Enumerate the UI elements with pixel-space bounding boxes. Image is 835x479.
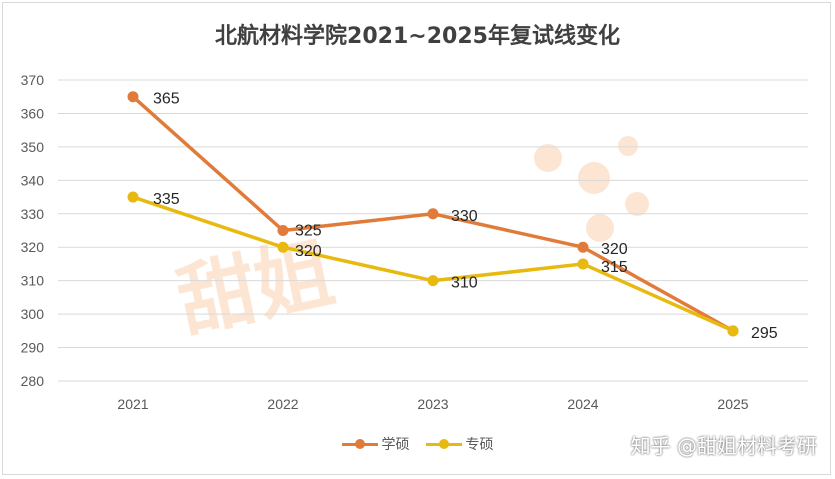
data-point [727,325,739,337]
x-tick-label: 2023 [417,396,448,412]
data-label: 310 [451,275,478,292]
y-tick-label: 290 [21,340,45,356]
data-label: 325 [295,223,322,240]
chart-title: 北航材料学院2021~2025年复试线变化 [215,24,620,49]
y-tick-label: 330 [21,206,45,222]
data-label: 330 [451,208,478,225]
data-label: 320 [295,243,322,260]
y-tick-label: 350 [21,139,45,155]
y-tick-label: 360 [21,105,45,121]
legend-label: 学硕 [381,437,410,453]
data-label: 320 [601,241,628,258]
x-tick-label: 2022 [267,396,298,412]
y-tick-label: 370 [21,72,45,88]
y-tick-label: 340 [21,172,45,188]
data-point [427,208,439,220]
y-tick-label: 300 [21,306,45,322]
x-tick-label: 2024 [567,396,598,412]
legend-item: 学硕 [341,434,410,454]
legend-label: 专硕 [465,437,494,453]
y-tick-label: 320 [21,239,45,255]
data-point [127,191,139,203]
legend-swatch [341,437,378,451]
data-point [127,91,139,103]
watermark: 甜姐 [170,136,649,349]
legend-swatch [425,437,462,451]
data-label: 315 [601,259,628,276]
data-label: 365 [153,91,180,108]
legend-item: 专硕 [425,434,494,454]
legend: 学硕 专硕 [0,434,835,455]
data-label: 335 [153,191,180,208]
data-point [577,258,589,270]
y-tick-label: 310 [21,273,45,289]
data-label: 295 [751,325,778,342]
y-tick-label: 280 [21,373,45,389]
data-point [277,241,289,253]
data-point [427,275,439,287]
x-tick-label: 2021 [117,396,148,412]
data-point [277,225,289,236]
data-point [577,241,589,253]
x-tick-label: 2025 [717,396,748,412]
footer-watermark-text: 知乎 @甜姐材料考研 [630,434,817,458]
